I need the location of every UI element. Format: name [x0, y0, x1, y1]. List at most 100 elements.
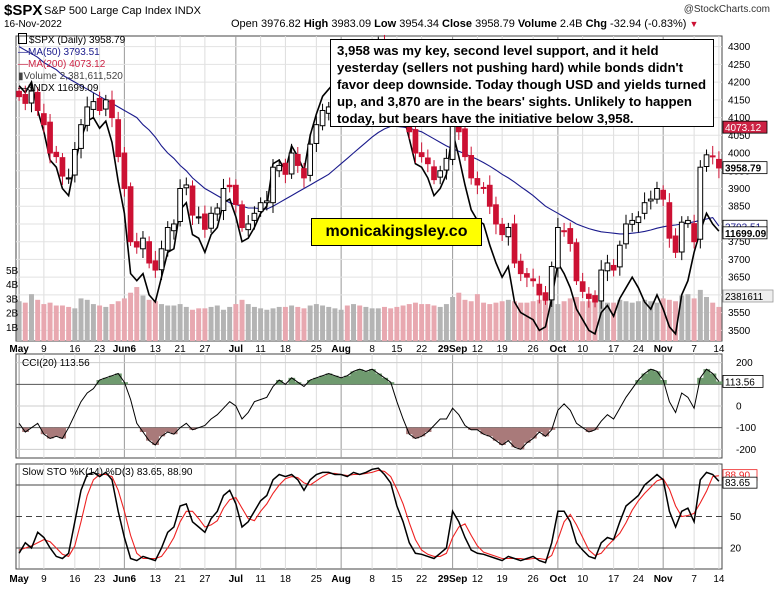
volume-bar	[586, 301, 592, 341]
candle-body	[288, 152, 295, 175]
volume-value-text: 2381611	[725, 292, 764, 303]
cci-overbought-fill	[375, 373, 382, 385]
candle-body	[146, 241, 153, 264]
candle-body	[270, 166, 276, 204]
candle-body	[164, 227, 171, 251]
candle-body	[115, 119, 122, 158]
legend-price: $SPX (Daily) 3958.79	[18, 33, 125, 47]
price-tick-label: 4250	[728, 60, 751, 71]
x-tick-label-bottom: 12	[472, 574, 484, 585]
index-name: S&P 500 Large Cap Index INDX	[44, 5, 201, 17]
volume-bar	[468, 301, 474, 341]
volume-bar	[29, 294, 34, 341]
candle-body	[672, 235, 679, 253]
volume-bar	[382, 306, 387, 341]
volume-bar	[344, 305, 350, 341]
candle-body	[109, 99, 115, 119]
volume-bar	[685, 294, 691, 341]
candle-body	[716, 158, 722, 169]
candle-body	[654, 188, 660, 200]
close-value-box-text: 3958.79	[725, 164, 762, 175]
volume-bar	[666, 299, 672, 341]
volume-bar	[165, 305, 171, 341]
stockcharts-watermark: @StockCharts.com	[683, 4, 770, 15]
high-label: High	[303, 18, 329, 30]
candle-legend-icon	[18, 33, 27, 44]
candle-body	[276, 164, 283, 172]
cci-overbought-fill	[647, 369, 655, 385]
volume-bar	[22, 302, 28, 341]
volume-bar	[109, 304, 115, 341]
cci-oversold-fill	[517, 427, 525, 450]
candle-body	[530, 278, 536, 282]
volume-bar	[258, 308, 264, 341]
candle-body	[257, 202, 264, 213]
volume-bar	[369, 308, 375, 341]
cci-overbought-fill	[369, 369, 376, 385]
volume-bar	[196, 308, 202, 341]
cci-oversold-fill	[523, 427, 531, 443]
candle-body	[90, 101, 97, 110]
x-tick-label: Nov	[654, 344, 673, 355]
price-tick-label: 3900	[728, 184, 751, 195]
volume-value-box	[722, 289, 774, 303]
x-tick-label: 12	[472, 344, 484, 355]
cci-overbought-fill	[96, 380, 104, 385]
change-label: Chg	[585, 18, 607, 30]
volume-bar	[152, 301, 158, 341]
volume-bar	[171, 305, 177, 341]
candle-body	[133, 241, 140, 248]
volume-bar	[394, 306, 400, 341]
candle-body	[598, 269, 605, 302]
candle-body	[183, 184, 190, 189]
price-tick-label: 4300	[728, 42, 751, 53]
cci-overbought-fill	[344, 375, 351, 385]
volume-bar	[140, 295, 146, 341]
x-tick-label: Jun6	[113, 344, 137, 355]
x-tick-label: Jul	[229, 344, 244, 355]
price-tick-label: 3550	[728, 308, 751, 319]
candle-body	[202, 213, 208, 230]
x-tick-label-bottom: 14	[713, 574, 725, 585]
candle-body	[431, 166, 437, 181]
sto-label: Slow STO %K(14) %D(3) 83.65, 88.90	[22, 467, 192, 478]
cci-oversold-fill	[406, 427, 413, 435]
low-label: Low	[374, 18, 397, 30]
cci-oversold-fill	[139, 427, 147, 432]
sto-k-line	[18, 467, 720, 564]
cci-oversold-fill	[530, 427, 537, 439]
volume-bar	[654, 302, 660, 341]
legend-ma50-text: MA(50) 3793.51	[28, 47, 100, 58]
candle-body	[585, 293, 592, 299]
x-tick-label-bottom: Aug	[331, 574, 350, 585]
volume-bar	[128, 292, 134, 341]
x-tick-label-bottom: Oct	[550, 574, 567, 585]
candle-body	[121, 152, 128, 189]
x-tick-label: 10	[577, 344, 589, 355]
candle-body	[16, 90, 22, 98]
volume-bar	[301, 308, 307, 341]
sto-k-value-text: 83.65	[725, 478, 750, 489]
volume-bar	[481, 302, 487, 341]
x-tick-label: 18	[280, 344, 292, 355]
candle-body	[480, 186, 487, 190]
candle-body	[486, 184, 493, 207]
volume-bar	[363, 306, 369, 341]
cci-oversold-fill	[40, 427, 48, 435]
sto-tick-label: 20	[730, 544, 742, 555]
volume-bar	[326, 306, 332, 341]
x-tick-label-bottom: 15	[391, 574, 403, 585]
x-tick-label-bottom: Jul	[229, 574, 244, 585]
volume-bar	[456, 292, 462, 341]
sto-label-text: Slow STO %K(14) %D(3) 83.65, 88.90	[22, 467, 193, 478]
volume-bar	[351, 304, 356, 341]
cci-oversold-fill	[536, 427, 543, 432]
volume-bar	[567, 298, 573, 341]
ndx-value-box	[722, 226, 768, 240]
volume-bar	[47, 302, 53, 341]
volume-bar	[103, 306, 109, 341]
cci-overbought-fill	[294, 382, 302, 385]
volume-bar	[443, 304, 449, 341]
x-tick-label-bottom: 22	[416, 574, 428, 585]
candle-body	[319, 109, 326, 127]
